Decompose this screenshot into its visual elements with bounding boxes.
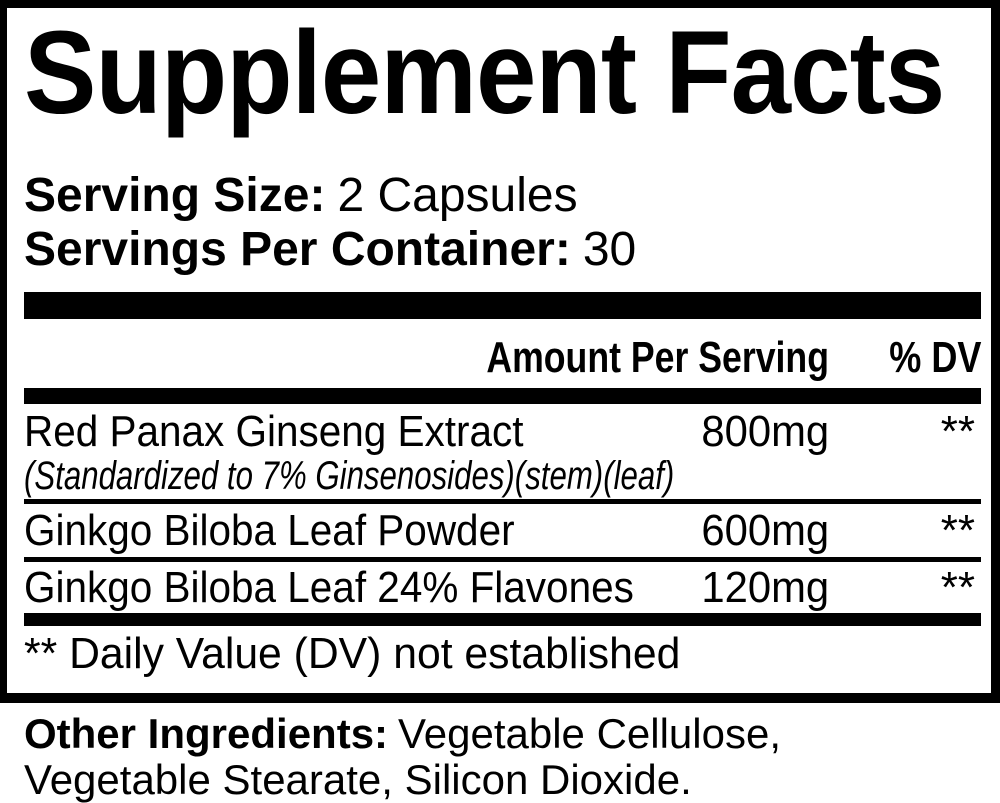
divider-thin-2 (24, 557, 981, 562)
ingredient-dv-cell: ** (865, 564, 981, 612)
table-row: Ginkgo Biloba Leaf 24% Flavones 120mg ** (24, 564, 981, 612)
ingredient-dv-cell: ** (865, 409, 981, 455)
other-ingredients-label: Other Ingredients: (24, 710, 389, 757)
servings-per-container-value: 30 (582, 223, 637, 276)
ingredient-name: Red Panax Ginseng Extract (24, 407, 524, 456)
table-header-row: Amount Per Serving % DV (24, 333, 981, 383)
other-ingredients-value: Vegetable Cellulose, Vegetable Stearate,… (24, 710, 781, 803)
ingredient-amount-cell: 600mg (665, 507, 865, 555)
servings-per-container-label: Servings Per Container: (24, 223, 571, 276)
percent-dv-header: % DV (888, 333, 981, 382)
ingredient-name-cell: Ginkgo Biloba Leaf Powder (24, 507, 665, 555)
ingredient-name: Ginkgo Biloba Leaf Powder (24, 506, 515, 555)
serving-size-value: 2 Capsules (337, 169, 578, 222)
ingredient-name-cell: Ginkgo Biloba Leaf 24% Flavones (24, 564, 665, 612)
ingredient-amount-cell: 120mg (665, 564, 865, 612)
ingredient-amount-cell: 800mg (665, 409, 865, 455)
servings-per-container-line: Servings Per Container: 30 (24, 223, 981, 277)
ingredient-amount: 600mg (701, 506, 829, 555)
ingredient-name: Ginkgo Biloba Leaf 24% Flavones (24, 563, 634, 612)
serving-info: Serving Size: 2 Capsules Servings Per Con… (24, 169, 981, 277)
dv-footnote-text: ** Daily Value (DV) not established (24, 629, 681, 678)
ingredient-dv: ** (940, 563, 975, 612)
ingredient-detail: (Standardized to 7% Ginsenosides)(stem)(… (24, 454, 675, 498)
dv-footnote: ** Daily Value (DV) not established (24, 630, 981, 678)
ingredient-name-cell: Red Panax Ginseng Extract (24, 409, 665, 455)
table-row: Red Panax Ginseng Extract 800mg ** (24, 409, 981, 455)
ingredient-amount: 800mg (701, 407, 829, 456)
other-ingredients: Other Ingredients: Vegetable Cellulose, V… (24, 711, 814, 803)
divider-thin-1 (24, 499, 981, 504)
ingredient-amount: 120mg (701, 563, 829, 612)
divider-thick-top (24, 292, 981, 319)
divider-thick-header (24, 388, 981, 404)
ingredient-dv: ** (940, 407, 975, 456)
divider-thick-bottom (24, 613, 981, 626)
ingredient-dv-cell: ** (865, 507, 981, 555)
table-row: Ginkgo Biloba Leaf Powder 600mg ** (24, 507, 981, 555)
facts-panel: Supplement Facts Serving Size: 2 Capsules… (0, 0, 1000, 703)
serving-size-label: Serving Size: (24, 169, 326, 222)
ingredient-dv: ** (940, 506, 975, 555)
panel-title-text: Supplement Facts (24, 7, 945, 139)
amount-per-serving-header: Amount Per Serving (485, 333, 829, 382)
panel-title: Supplement Facts (24, 14, 981, 132)
ingredient-detail-line: (Standardized to 7% Ginsenosides)(stem)(… (24, 455, 981, 497)
serving-size-line: Serving Size: 2 Capsules (24, 169, 981, 223)
